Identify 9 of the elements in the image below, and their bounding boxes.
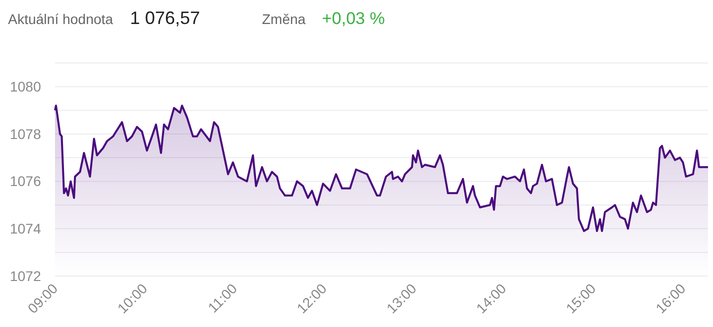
y-tick-label: 1078 xyxy=(10,126,42,142)
y-tick-label: 1076 xyxy=(10,173,42,190)
text: Aktuální hodnota xyxy=(8,11,114,27)
y-tick-label: 1080 xyxy=(10,78,42,95)
text: 1 076,57 xyxy=(130,8,200,28)
text: Změna xyxy=(262,11,306,27)
text: +0,03 % xyxy=(322,9,385,28)
y-tick-label: 1072 xyxy=(10,268,42,284)
y-tick-label: 1074 xyxy=(10,220,42,237)
